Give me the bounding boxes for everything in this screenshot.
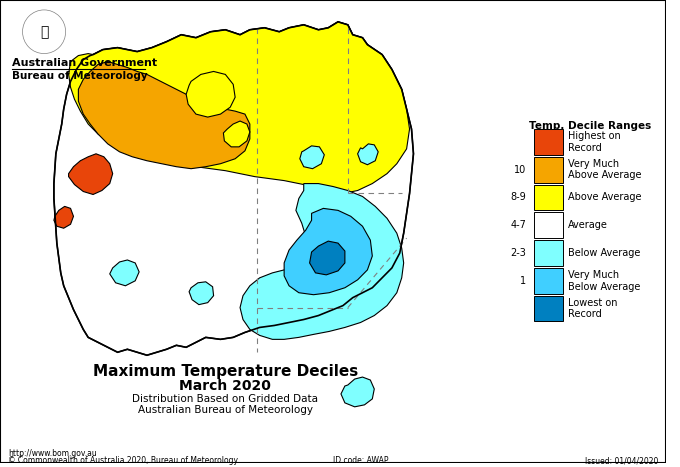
Text: Highest on
Record: Highest on Record — [568, 131, 621, 153]
Text: Bureau of Meteorology: Bureau of Meteorology — [12, 71, 148, 81]
Polygon shape — [54, 206, 73, 228]
Text: Australian Bureau of Meteorology: Australian Bureau of Meteorology — [138, 405, 313, 415]
Polygon shape — [284, 208, 373, 295]
Polygon shape — [358, 144, 378, 165]
Text: 1: 1 — [520, 276, 526, 286]
Text: March 2020: March 2020 — [180, 379, 271, 393]
Text: Very Much
Below Average: Very Much Below Average — [568, 270, 641, 291]
Polygon shape — [224, 121, 250, 147]
Text: Lowest on
Record: Lowest on Record — [568, 298, 617, 319]
Text: 🦘: 🦘 — [40, 25, 48, 39]
Text: 8-9: 8-9 — [511, 192, 526, 203]
Text: © Commonwealth of Australia 2020, Bureau of Meteorology: © Commonwealth of Australia 2020, Bureau… — [8, 456, 238, 466]
Bar — [534, 240, 563, 266]
Text: Average: Average — [568, 220, 608, 230]
Text: Temp. Decile Ranges: Temp. Decile Ranges — [529, 121, 651, 131]
Text: Very Much
Above Average: Very Much Above Average — [568, 159, 642, 180]
Text: 4-7: 4-7 — [510, 220, 526, 230]
Text: Issued: 01/04/2020: Issued: 01/04/2020 — [585, 456, 658, 466]
Polygon shape — [69, 154, 113, 194]
Text: 10: 10 — [514, 165, 526, 175]
Text: Below Average: Below Average — [568, 248, 641, 258]
Bar — [534, 184, 563, 210]
Bar — [534, 212, 563, 238]
Polygon shape — [54, 22, 413, 355]
Polygon shape — [69, 22, 409, 193]
Polygon shape — [189, 282, 214, 304]
Bar — [534, 157, 563, 183]
Text: http://www.bom.gov.au: http://www.bom.gov.au — [8, 448, 97, 458]
Text: Above Average: Above Average — [568, 192, 642, 203]
Text: Distribution Based on Gridded Data: Distribution Based on Gridded Data — [133, 394, 318, 404]
Polygon shape — [309, 241, 345, 275]
Polygon shape — [341, 377, 374, 407]
Text: Australian Government: Australian Government — [12, 57, 157, 68]
Bar — [534, 268, 563, 294]
Polygon shape — [109, 260, 139, 286]
Bar — [534, 296, 563, 321]
Text: 2-3: 2-3 — [510, 248, 526, 258]
Text: Maximum Temperature Deciles: Maximum Temperature Deciles — [92, 364, 358, 379]
Polygon shape — [78, 62, 250, 169]
Polygon shape — [240, 184, 404, 340]
Polygon shape — [186, 71, 235, 117]
Polygon shape — [300, 146, 324, 169]
Bar — [534, 129, 563, 155]
Text: ID code: AWAP: ID code: AWAP — [333, 456, 389, 466]
Circle shape — [22, 10, 66, 54]
